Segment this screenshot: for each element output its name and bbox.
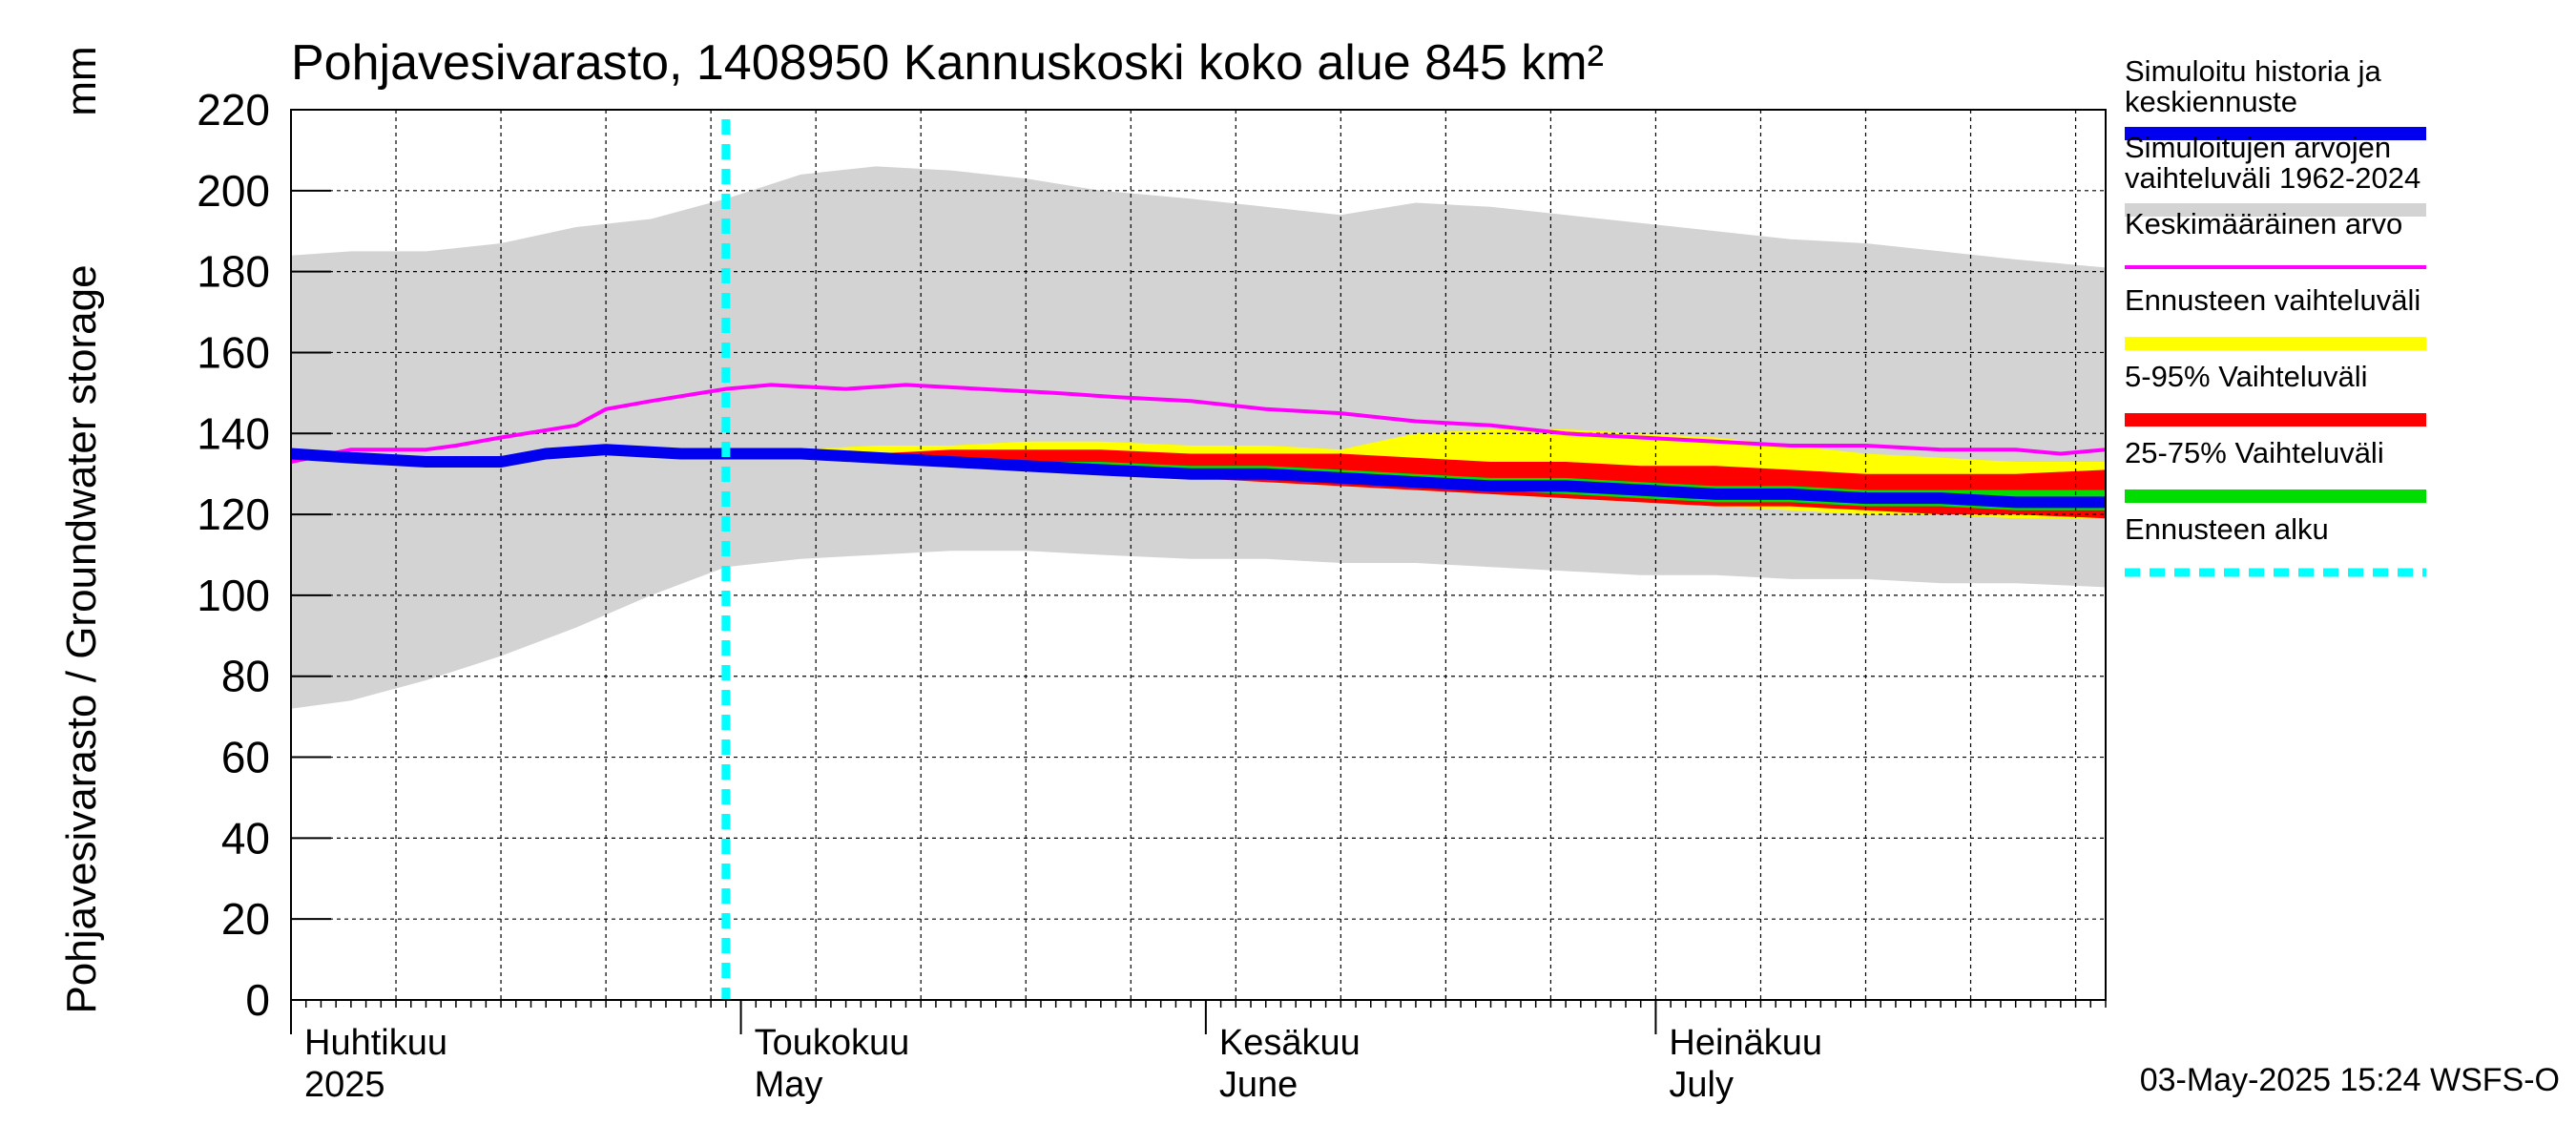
y-tick-label: 120 (197, 489, 270, 539)
range-band (291, 166, 2106, 709)
y-axis-label: Pohjavesivarasto / Groundwater storage (58, 264, 105, 1013)
y-tick-label: 220 (197, 85, 270, 135)
x-month-label: Toukokuu (755, 1023, 910, 1063)
legend-label-line2: vaihteluväli 1962-2024 (2125, 161, 2420, 195)
x-month-sublabel: June (1219, 1065, 1298, 1105)
legend-label: Simuloitu historia ja (2125, 54, 2382, 88)
legend-label-line2: keskiennuste (2125, 85, 2297, 118)
legend-label: Ennusteen alku (2125, 512, 2329, 546)
x-month-sublabel: 2025 (304, 1065, 385, 1105)
y-tick-label: 100 (197, 571, 270, 620)
legend-label: 25-75% Vaihteluväli (2125, 436, 2384, 469)
mean-line (290, 383, 2107, 464)
x-month-sublabel: May (755, 1065, 823, 1105)
x-month-sublabel: July (1669, 1065, 1734, 1105)
x-month-label: Kesäkuu (1219, 1023, 1361, 1063)
chart-title: Pohjavesivarasto, 1408950 Kannuskoski ko… (291, 35, 1604, 91)
y-tick-label: 140 (197, 408, 270, 458)
y-tick-label: 180 (197, 247, 270, 297)
y-tick-label: 60 (221, 733, 270, 782)
y-tick-label: 160 (197, 327, 270, 377)
y-tick-label: 80 (221, 652, 270, 701)
x-month-label: Heinäkuu (1669, 1023, 1822, 1063)
y-tick-label: 0 (245, 975, 270, 1025)
y-axis-unit: mm (58, 46, 105, 115)
x-month-label: Huhtikuu (304, 1023, 447, 1063)
timestamp-footer: 03-May-2025 15:24 WSFS-O (2140, 1062, 2560, 1098)
legend-label: Simuloitujen arvojen (2125, 131, 2391, 164)
axes: 0 20 40 60 80 100 120 140 160 180 200 220 Huhtikuu20… (197, 85, 2107, 1105)
y-tick-label: 40 (221, 813, 270, 863)
plot-frame (290, 109, 2107, 1001)
y-tick-label: 200 (197, 166, 270, 216)
history-line (290, 444, 2106, 509)
legend-label: Keskimääräinen arvo (2125, 207, 2402, 240)
legend-label: Ennusteen vaihteluväli (2125, 283, 2420, 317)
grid (291, 110, 2106, 1000)
y-tick-label: 20 (221, 894, 270, 944)
legend-label: 5-95% Vaihteluväli (2125, 360, 2367, 393)
plot-area (290, 110, 2107, 1000)
